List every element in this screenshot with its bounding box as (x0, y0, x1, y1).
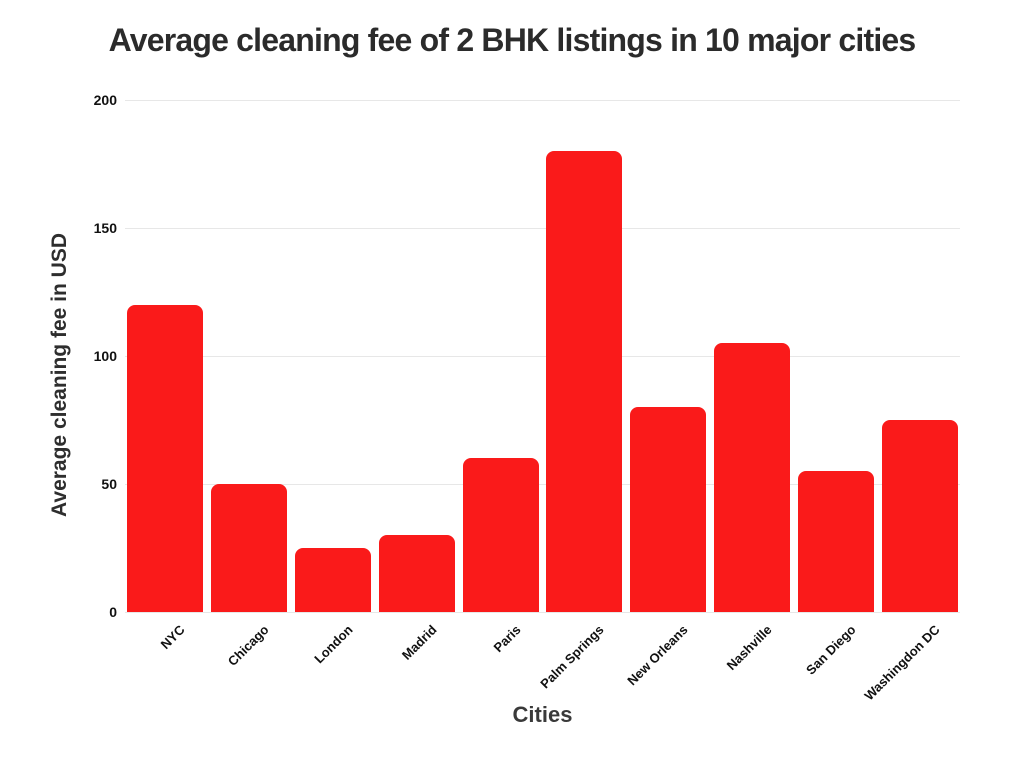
x-tick-label-new-orleans: New Orleans (624, 622, 691, 689)
x-tick-label-london: London (311, 622, 356, 667)
y-tick-label-0: 0 (109, 604, 117, 620)
bar-madrid (378, 535, 455, 612)
bars-group (125, 100, 960, 612)
y-tick-label-200: 200 (93, 92, 117, 108)
bar-paris (462, 458, 539, 612)
gridline-200 (125, 100, 960, 101)
bar-washingdon-dc (881, 420, 958, 612)
bar-palm-springs (546, 151, 623, 612)
bar-london (294, 548, 371, 612)
x-tick-label-madrid: Madrid (398, 622, 440, 663)
plot-area: 0 50 100 150 200 (94, 92, 960, 620)
bar-chicago (210, 484, 287, 612)
gridline-0 (125, 612, 960, 613)
gridline-100 (125, 356, 960, 357)
bar-nashville (714, 343, 791, 612)
x-tick-label-paris: Paris (490, 622, 524, 656)
bar-san-diego (798, 471, 874, 612)
bar-new-orleans (630, 407, 707, 612)
gridline-150 (125, 228, 960, 229)
gridline-50 (125, 484, 960, 485)
y-tick-label-150: 150 (93, 220, 117, 236)
chart-title: Average cleaning fee of 2 BHK listings i… (108, 22, 917, 58)
y-axis-title: Average cleaning fee in USD (48, 233, 71, 517)
x-tick-label-washingdon-dc: Washingdon DC (861, 622, 943, 704)
x-tick-label-nashville: Nashville (723, 622, 775, 673)
y-tick-label-100: 100 (93, 348, 117, 364)
x-tick-label-nyc: NYC (157, 622, 188, 653)
bar-nyc (127, 304, 203, 612)
x-tick-label-san-diego: San Diego (803, 622, 859, 678)
x-tick-label-palm-springs: Palm Springs (537, 622, 608, 692)
x-tick-label-chicago: Chicago (224, 622, 272, 669)
y-tick-label-50: 50 (101, 476, 117, 492)
x-axis-title: Cities (512, 702, 573, 727)
